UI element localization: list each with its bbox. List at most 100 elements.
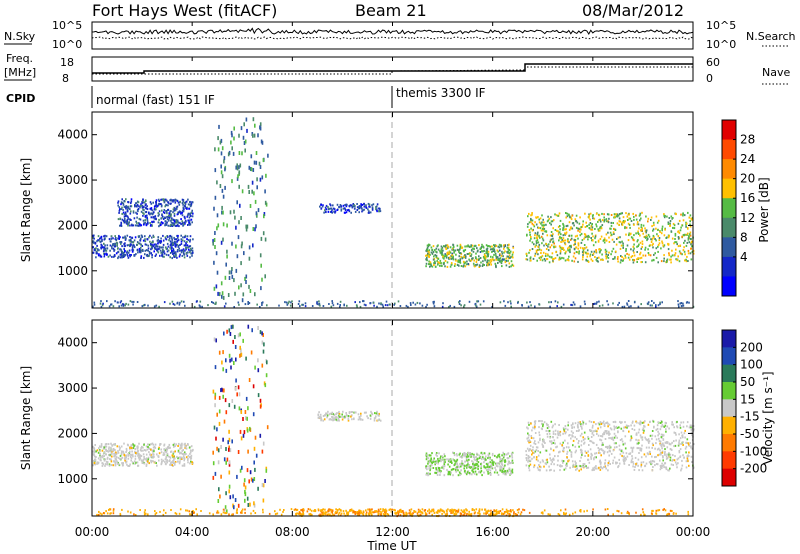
data-cell [231,267,233,271]
data-cell [621,421,623,424]
data-cell [455,253,457,256]
data-cell [156,250,159,253]
data-cell [680,467,683,470]
data-cell [103,238,106,241]
data-cell [378,414,380,417]
data-cell [472,464,474,466]
data-cell [170,221,173,224]
data-cell [165,210,168,213]
data-cell [158,459,160,462]
data-cell [570,455,573,458]
data-cell [607,303,610,306]
data-cell [467,244,469,247]
data-cell [459,473,462,476]
data-cell [228,489,230,494]
data-cell [590,225,593,228]
data-cell [658,453,661,456]
data-cell [127,201,130,204]
data-cell [577,442,580,445]
data-cell [106,247,108,250]
colorbar-tick-label: 28 [740,133,755,147]
data-cell [319,205,321,208]
data-cell [132,241,135,244]
data-cell [158,218,160,221]
data-cell [168,443,171,446]
data-cell [173,209,175,212]
data-cell [592,244,595,247]
data-cell [562,237,565,240]
data-cell [213,425,216,430]
data-cell [225,447,227,451]
data-cell [686,241,689,244]
data-cell [108,463,111,466]
data-cell [564,432,567,435]
data-cell [429,261,432,264]
data-cell [498,461,501,464]
data-cell [595,249,597,252]
data-cell [106,244,109,247]
data-cell [487,250,490,253]
power-ylabel: Slant Range [km] [19,158,33,262]
data-cell [138,458,141,461]
data-cell [103,459,106,462]
data-cell [118,206,121,209]
data-cell [214,147,216,152]
data-cell [607,422,609,425]
data-cell [600,249,602,252]
data-cell [428,461,431,464]
data-cell [661,433,664,436]
data-cell [140,210,143,213]
data-cell [628,305,630,308]
data-cell [124,245,126,247]
data-cell [552,227,554,230]
data-cell [489,245,491,248]
data-cell [330,305,333,308]
data-cell [369,414,372,417]
data-cell [97,239,99,242]
data-cell [528,456,531,459]
data-cell [443,453,446,456]
data-cell [327,410,329,413]
data-cell [93,447,95,450]
data-cell [167,201,170,204]
data-cell [554,245,557,248]
data-cell [661,240,663,243]
data-cell [574,445,577,448]
data-cell [542,440,544,443]
data-cell [491,461,493,464]
data-cell [119,454,122,457]
data-cell [612,231,615,234]
data-cell [149,201,152,204]
data-cell [246,224,249,229]
data-cell [180,240,183,243]
data-cell [180,446,183,449]
data-cell [191,449,194,452]
data-cell [544,449,547,452]
data-cell [123,205,126,208]
data-cell [603,237,606,240]
data-cell [599,227,601,230]
data-cell [170,235,173,238]
data-cell [477,300,480,303]
data-cell [172,208,175,211]
y-tick-label: 1000 [57,264,88,278]
data-cell [633,254,636,257]
data-cell [179,221,181,224]
data-cell [546,427,549,429]
data-cell [143,206,145,209]
data-cell [123,248,125,251]
data-cell [490,464,493,466]
data-cell [452,468,455,470]
data-cell [176,239,179,242]
data-cell [527,455,530,457]
data-cell [141,200,144,203]
data-cell [652,444,654,447]
nsky-tick-bottom: 10^0 [52,38,82,51]
data-cell [243,141,246,145]
data-cell [321,205,324,208]
data-cell [171,246,173,249]
data-cell [123,442,125,445]
data-cell [558,258,560,261]
data-cell [499,457,501,460]
data-cell [685,222,688,225]
